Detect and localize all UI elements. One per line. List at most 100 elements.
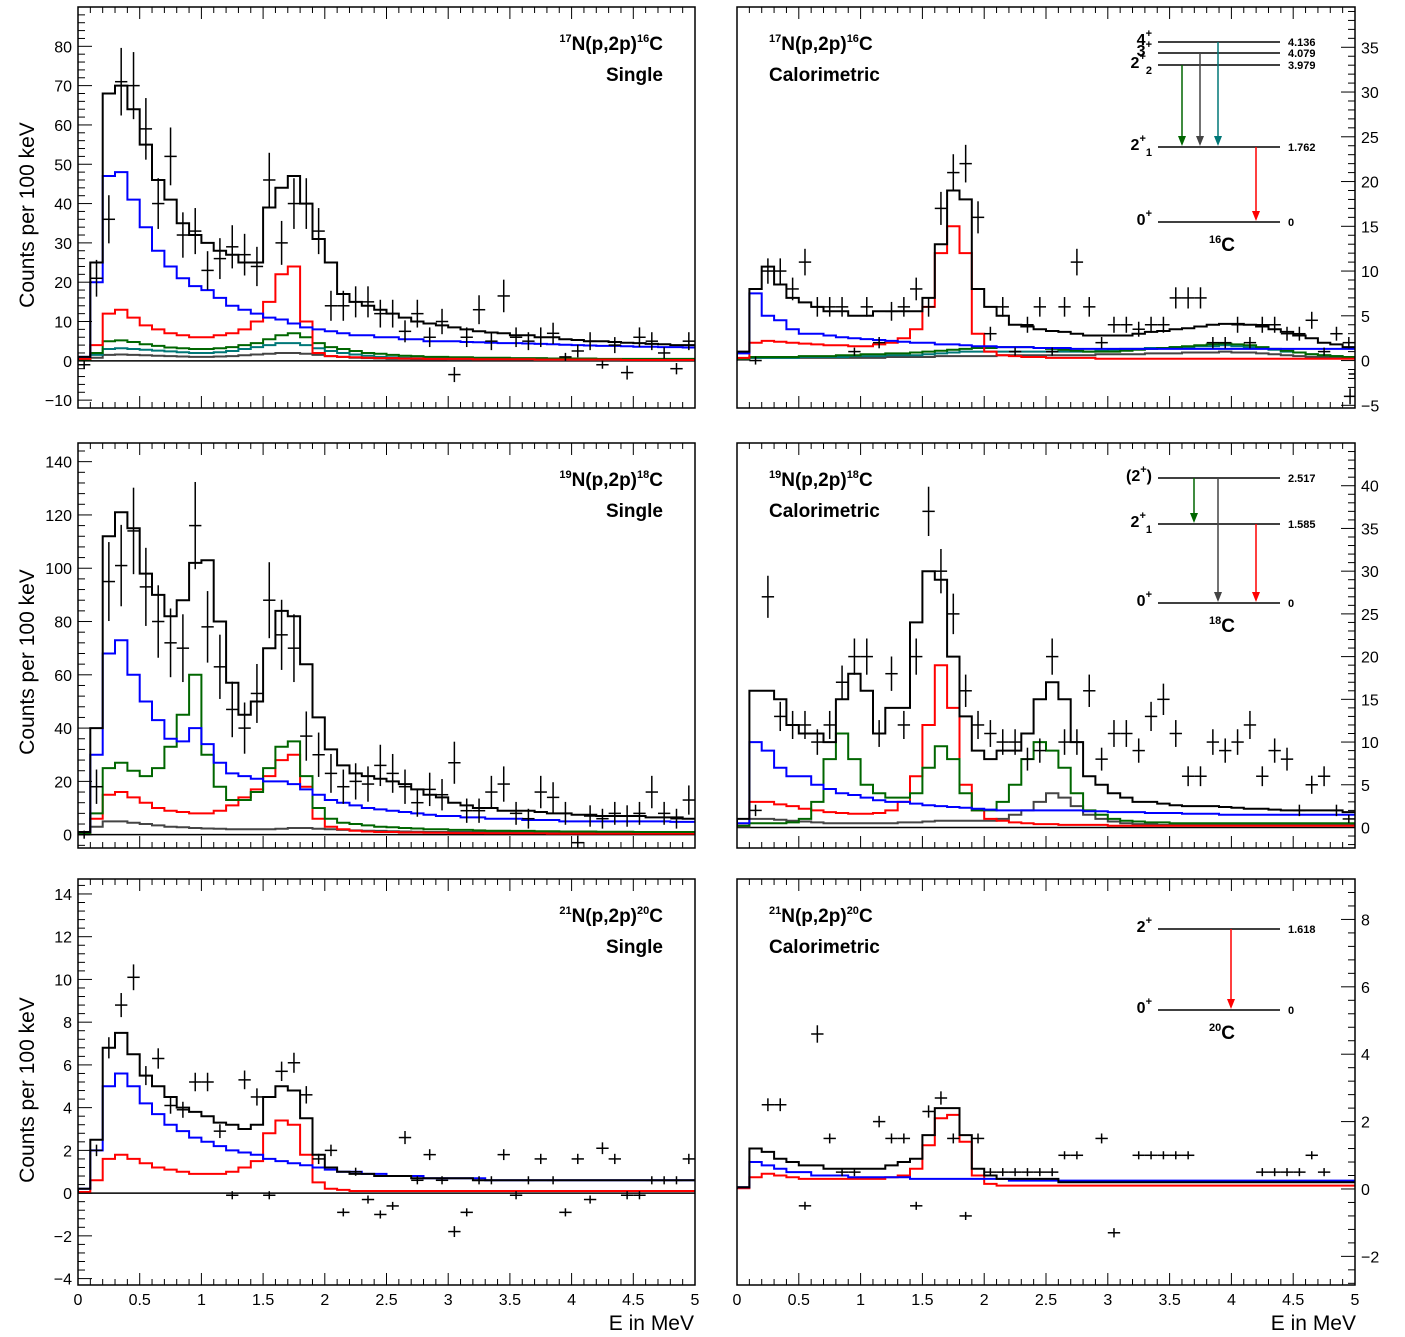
level-parity: + xyxy=(1139,51,1145,63)
y-tick-label: 2 xyxy=(1361,1115,1370,1132)
y-tick-label: 60 xyxy=(54,668,72,685)
y-tick-label: 40 xyxy=(54,197,72,214)
mode-label: Single xyxy=(606,937,663,958)
nucleus-label: 20C xyxy=(1209,1022,1235,1044)
level-energy: 0 xyxy=(1288,598,1294,610)
histogram-series-2 xyxy=(78,265,695,361)
nucleus-mass: 20 xyxy=(1209,1022,1221,1034)
level-energy: 4.136 xyxy=(1288,37,1316,49)
mode-label: Calorimetric xyxy=(769,937,880,958)
mode-label: Calorimetric xyxy=(769,501,880,522)
arrow-head xyxy=(1196,136,1204,146)
level-label: 2+2 xyxy=(1131,51,1152,77)
level-energy: 1.762 xyxy=(1288,142,1316,154)
arrow-head xyxy=(1214,592,1222,602)
histogram-series-0 xyxy=(737,1107,1355,1189)
reaction-product: C xyxy=(649,34,663,55)
plot-area xyxy=(737,486,1355,829)
reaction-label: 17N(p,2p)16C xyxy=(559,33,663,55)
level-energy: 2.517 xyxy=(1288,473,1316,485)
histogram-series-1 xyxy=(737,292,1355,361)
level-label: 0+ xyxy=(1137,208,1152,229)
nucleus-element: C xyxy=(1221,1023,1235,1044)
arrow-head xyxy=(1214,136,1222,146)
y-tick-label: 10 xyxy=(54,972,72,989)
y-tick-label: 10 xyxy=(54,315,72,332)
plot-frame xyxy=(77,878,696,1286)
reaction-text: N(p,2p) xyxy=(572,470,637,491)
level-spin: 2 xyxy=(1131,55,1140,72)
histogram-series-2 xyxy=(78,1119,695,1194)
x-axis-title-right: E in MeV xyxy=(1271,1312,1356,1335)
mode-label: Single xyxy=(606,501,663,522)
level-label: 4+ xyxy=(1137,28,1152,49)
level-energy: 4.079 xyxy=(1288,48,1316,60)
panel-p19c: 051015202530354019N(p,2p)18CCalorimetric… xyxy=(736,442,1379,849)
y-tick-label: 12 xyxy=(54,930,72,947)
arrow-head xyxy=(1190,513,1198,523)
reaction-text: N(p,2p) xyxy=(572,906,637,927)
plot-area xyxy=(78,47,695,383)
reaction-mass-number: 21 xyxy=(769,905,781,917)
level-label: 2+1 xyxy=(1131,510,1152,536)
panel-p17c: −50510152025303517N(p,2p)16CCalorimetric… xyxy=(736,6,1379,415)
y-tick-label: 6 xyxy=(1361,980,1370,997)
x-tick-label: 5 xyxy=(1351,1292,1360,1309)
level-parity: + xyxy=(1146,208,1152,220)
histogram-series-0 xyxy=(737,189,1355,361)
reaction-mass-number: 21 xyxy=(559,905,571,917)
reaction-product: C xyxy=(649,470,663,491)
y-tick-label: 140 xyxy=(45,455,72,472)
level-spin: 2 xyxy=(1131,137,1140,154)
level-bracket: ) xyxy=(1147,468,1152,485)
y-tick-label: 70 xyxy=(54,79,72,96)
y-tick-label: 20 xyxy=(1361,175,1379,192)
y-tick-label: 0 xyxy=(1361,1182,1370,1199)
histogram-series-3 xyxy=(737,342,1355,361)
y-tick-label: 20 xyxy=(1361,650,1379,667)
level-energy: 3.979 xyxy=(1288,60,1316,72)
histogram-series-0 xyxy=(78,84,695,361)
reaction-text: N(p,2p) xyxy=(781,34,846,55)
y-axis-title-top: Counts per 100 keV xyxy=(16,122,39,308)
reaction-product: C xyxy=(859,34,873,55)
y-tick-label: 4 xyxy=(63,1101,72,1118)
y-tick-label: 120 xyxy=(45,508,72,525)
nucleus-mass: 16 xyxy=(1209,234,1221,246)
level-label: 2+ xyxy=(1137,915,1152,936)
level-spin: 3 xyxy=(1137,43,1146,60)
reaction-label: 19N(p,2p)18C xyxy=(559,469,663,491)
y-tick-label: 15 xyxy=(1361,692,1379,709)
plot-area xyxy=(78,964,695,1238)
y-tick-label: 20 xyxy=(54,275,72,292)
level-spin: 2 xyxy=(1131,514,1140,531)
x-tick-label: 1.5 xyxy=(252,1292,274,1309)
y-tick-label: 35 xyxy=(1361,40,1379,57)
x-tick-label: 4 xyxy=(1227,1292,1236,1309)
y-tick-label: 25 xyxy=(1361,130,1379,147)
x-tick-label: 3.5 xyxy=(1158,1292,1180,1309)
histogram-series-2 xyxy=(737,732,1355,828)
reaction-product-mass: 16 xyxy=(637,33,649,45)
x-tick-label: 4 xyxy=(567,1292,576,1309)
level-parity: + xyxy=(1146,28,1152,40)
y-tick-label: 25 xyxy=(1361,607,1379,624)
y-tick-label: 100 xyxy=(45,561,72,578)
reaction-product-mass: 20 xyxy=(847,905,859,917)
level-spin: 0 xyxy=(1137,212,1146,229)
y-tick-label: 14 xyxy=(54,887,72,904)
panel-p19s: 0 20 40 60 80 100 120 140 19N(p,2p)18C Single xyxy=(45,442,696,849)
x-tick-label: 0 xyxy=(733,1292,742,1309)
y-tick-label: 2 xyxy=(63,1143,72,1160)
y-tick-label: 10 xyxy=(1361,735,1379,752)
reaction-product: C xyxy=(859,470,873,491)
x-tick-label: 2.5 xyxy=(375,1292,397,1309)
reaction-label: 21N(p,2p)20C xyxy=(559,905,663,927)
level-parity: + xyxy=(1146,996,1152,1008)
y-axis-title-middle: Counts per 100 keV xyxy=(16,569,39,755)
reaction-label: 21N(p,2p)20C xyxy=(769,905,873,927)
x-tick-label: 1 xyxy=(197,1292,206,1309)
x-tick-label: 2.5 xyxy=(1035,1292,1057,1309)
x-tick-label: 0.5 xyxy=(788,1292,810,1309)
